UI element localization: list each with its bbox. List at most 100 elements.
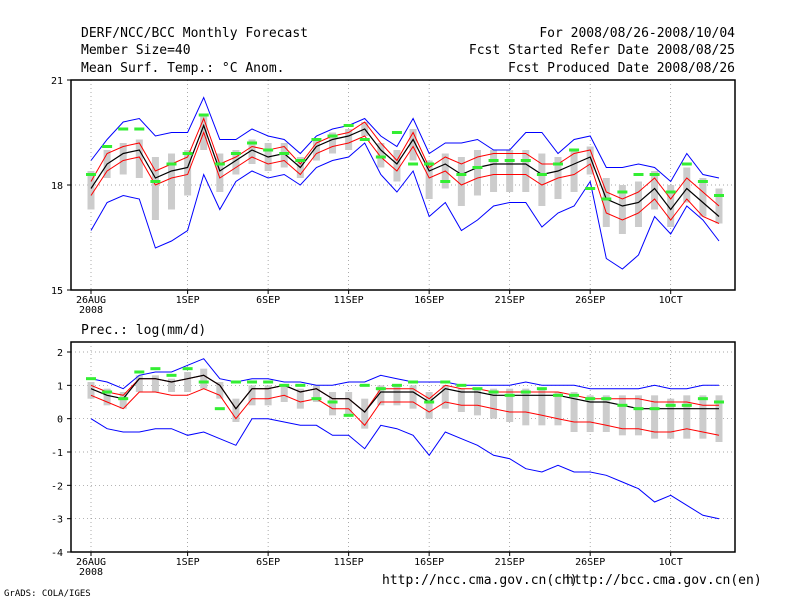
box-bar <box>586 395 594 432</box>
header-line-1-left: DERF/NCC/BCC Monthly Forecast <box>81 26 308 41</box>
y-tick-label: -3 <box>51 515 63 526</box>
box-bar <box>264 385 272 406</box>
footer-url-en[interactable]: http://bcc.cma.gov.cn(en) <box>566 573 762 588</box>
series-min-line <box>90 418 720 520</box>
box-bar <box>538 153 546 206</box>
header-line-1-right: For 2008/08/26-2008/10/04 <box>539 26 735 41</box>
box-bar <box>312 385 320 402</box>
box-bar <box>570 392 578 432</box>
series-max-line <box>90 358 719 390</box>
box-bar <box>184 150 192 196</box>
series-max-line <box>90 96 720 183</box>
box-bar <box>522 150 530 192</box>
header-line-2-right: Fcst Started Refer Date 2008/08/25 <box>468 43 735 58</box>
box-bar <box>457 388 465 412</box>
box-bar <box>103 388 111 406</box>
box-bar <box>457 157 465 206</box>
header-line-3-right: Fcst Produced Date 2008/08/26 <box>508 61 735 76</box>
box-bar <box>361 398 369 429</box>
box-bar <box>151 157 159 220</box>
x-tick-label: 16SEP <box>414 557 444 568</box>
x-tick-label: 11SEP <box>334 557 364 568</box>
box-bar <box>87 171 95 210</box>
x-tick-label: 2008 <box>79 305 103 316</box>
box-bar <box>280 385 288 402</box>
box-bar <box>248 385 256 406</box>
x-tick-label: 1OCT <box>659 295 683 306</box>
box-bar <box>490 150 498 192</box>
box-bar <box>667 398 675 439</box>
box-bar <box>119 392 127 409</box>
box-bar <box>602 395 610 432</box>
x-tick-label: 1SEP <box>176 557 200 568</box>
y-tick-label: 18 <box>51 181 63 192</box>
box-bar <box>232 150 240 175</box>
box-bar <box>554 392 562 426</box>
series-mean-line <box>90 123 720 217</box>
series-min-line <box>90 142 720 270</box>
x-tick-label: 1OCT <box>659 557 683 568</box>
box-bar <box>409 385 417 409</box>
x-tick-label: 11SEP <box>334 295 364 306</box>
y-tick-label: -1 <box>51 448 63 459</box>
box-bar <box>538 388 546 426</box>
header-line-2-left: Member Size=40 <box>81 43 191 58</box>
box-bar <box>683 395 691 439</box>
box-bar <box>506 150 514 192</box>
box-bar <box>409 129 417 161</box>
box-bar <box>184 372 192 392</box>
box-bar <box>393 385 401 406</box>
y-tick-label: -4 <box>51 548 63 559</box>
box-bar <box>329 392 337 416</box>
box-bar <box>296 388 304 409</box>
box-bar <box>425 392 433 419</box>
box-bar <box>473 388 481 416</box>
y-tick-label: 1 <box>57 381 63 392</box>
y-tick-label: 21 <box>51 76 63 87</box>
box-bar <box>425 160 433 199</box>
box-bar <box>634 181 642 227</box>
x-tick-label: 6SEP <box>256 295 280 306</box>
x-tick-label: 26AUG <box>76 557 106 568</box>
box-bar <box>377 385 385 406</box>
box-bar <box>651 395 659 439</box>
x-tick-label: 21SEP <box>495 295 525 306</box>
box-bar <box>151 375 159 392</box>
x-tick-label: 2008 <box>79 567 103 578</box>
x-tick-label: 26AUG <box>76 295 106 306</box>
box-bar <box>280 143 288 168</box>
series-lower-line <box>90 388 720 436</box>
box-bar <box>602 178 610 227</box>
box-bar <box>377 143 385 168</box>
series-lower-line <box>90 131 720 224</box>
box-bar <box>586 146 594 175</box>
header-line-3-left: Mean Surf. Temp.: °C Anom. <box>81 61 285 76</box>
box-bar <box>216 382 224 399</box>
footer-url-ch[interactable]: http://ncc.cma.gov.cn(ch) <box>382 573 578 588</box>
box-bar <box>634 395 642 436</box>
box-bar <box>312 139 320 161</box>
box-bar <box>490 388 498 419</box>
box-bar <box>473 150 481 196</box>
panel2-label: Prec.: log(mm/d) <box>81 323 207 338</box>
box-bar <box>345 129 353 150</box>
x-tick-label: 6SEP <box>256 557 280 568</box>
series-upper-line <box>90 117 720 207</box>
box-bar <box>699 178 707 217</box>
box-bar <box>667 185 675 227</box>
box-bar <box>248 139 256 164</box>
y-tick-label: 2 <box>57 348 63 359</box>
y-tick-label: 15 <box>51 286 63 297</box>
box-bar <box>715 395 723 442</box>
box-bar <box>232 398 240 422</box>
y-tick-label: -2 <box>51 481 63 492</box>
box-bar <box>522 388 530 426</box>
box-bar <box>699 395 707 439</box>
x-tick-label: 26SEP <box>575 557 605 568</box>
y-tick-label: 0 <box>57 415 63 426</box>
box-bar <box>393 150 401 182</box>
box-bar <box>683 167 691 203</box>
box-bar <box>135 375 143 392</box>
